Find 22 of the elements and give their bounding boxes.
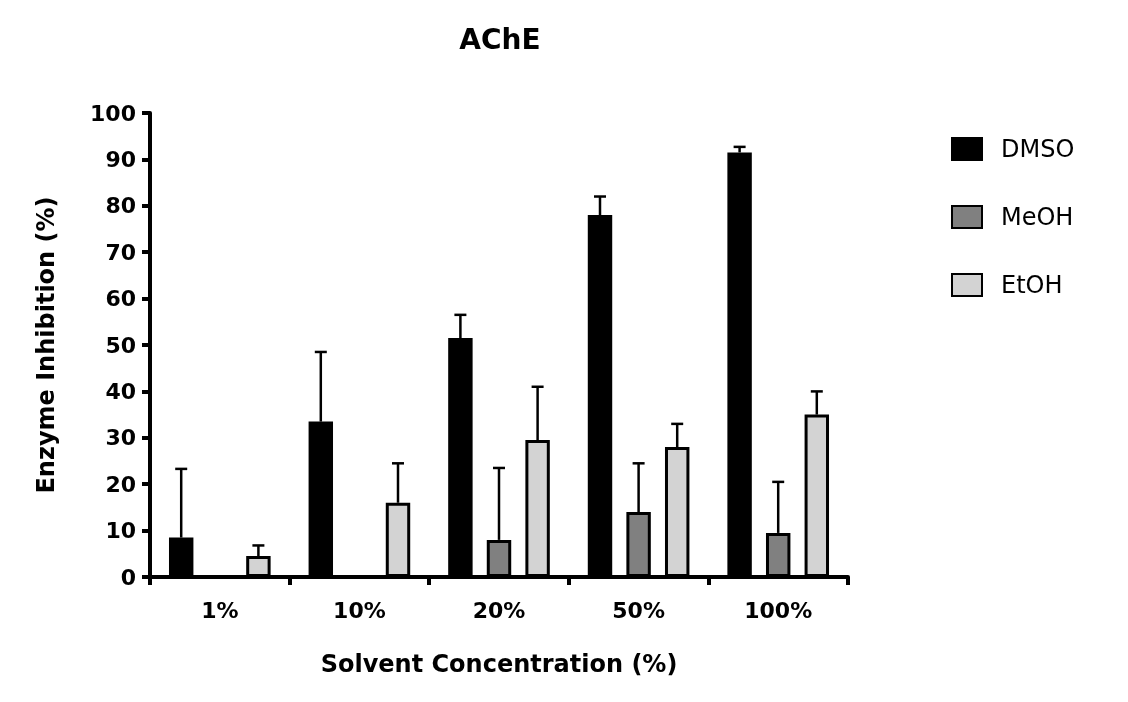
x-tick-label: 1% xyxy=(201,597,239,623)
y-tick-label: 80 xyxy=(105,193,136,219)
y-tick-label: 90 xyxy=(105,146,136,172)
x-tick-label: 50% xyxy=(612,597,665,623)
chart-title: AChE xyxy=(459,22,541,56)
y-tick-label: 40 xyxy=(105,378,136,404)
y-tick-label: 60 xyxy=(105,286,136,312)
x-axis-title: Solvent Concentration (%) xyxy=(320,650,678,678)
legend-label: EtOH xyxy=(1001,271,1063,299)
y-tick-label: 70 xyxy=(105,239,136,265)
legend-label: DMSO xyxy=(1001,135,1075,163)
y-tick-label: 10 xyxy=(105,518,136,544)
legend-label: MeOH xyxy=(1001,203,1074,231)
x-tick-label: 20% xyxy=(472,597,526,623)
y-tick-label: 50 xyxy=(105,332,136,358)
y-tick-label: 20 xyxy=(105,471,136,497)
y-axis-title: Enzyme Inhibition (%) xyxy=(32,196,60,494)
x-tick-label: 100% xyxy=(744,597,813,623)
y-tick-label: 30 xyxy=(105,425,136,451)
y-tick-label: 100 xyxy=(90,100,136,126)
x-tick-label: 10% xyxy=(333,597,386,623)
y-tick-label: 0 xyxy=(120,564,136,590)
